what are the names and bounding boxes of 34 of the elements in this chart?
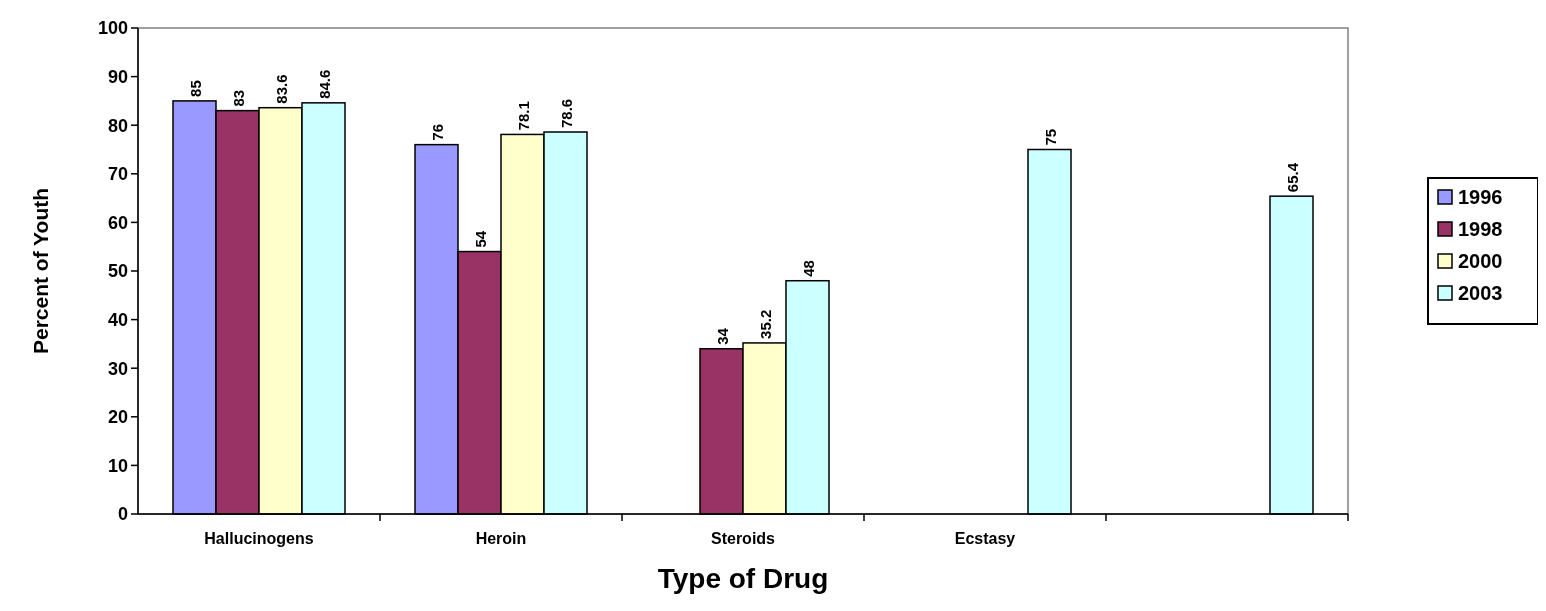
- data-label: 34: [713, 327, 731, 345]
- data-label: 76: [428, 123, 446, 141]
- y-tick-label: 90: [107, 66, 128, 87]
- x-tick-label: Steroids: [710, 530, 776, 547]
- legend-label: 1998: [1458, 218, 1503, 240]
- y-tick-label: 0: [117, 504, 128, 525]
- data-label: 48: [799, 260, 817, 277]
- data-label: 83.6: [272, 74, 290, 104]
- legend-label: 2000: [1458, 250, 1503, 272]
- data-label: 35.2: [756, 309, 774, 339]
- data-label: 78.1: [514, 101, 532, 131]
- data-label: 84.6: [315, 69, 333, 99]
- y-tick-label: 20: [107, 407, 128, 428]
- legend-label: 1996: [1458, 186, 1503, 208]
- x-tick-label: Hallucinogens: [204, 530, 314, 547]
- x-axis-title: Type of Drug: [657, 563, 829, 594]
- legend-label: 2003: [1458, 282, 1503, 304]
- data-label: 83: [229, 89, 247, 107]
- y-tick-label: 40: [107, 309, 128, 330]
- y-tick-label: 30: [107, 358, 128, 379]
- y-axis-title: Percent of Youth: [29, 187, 52, 355]
- y-tick-label: 10: [107, 455, 128, 476]
- y-tick-label: 60: [107, 212, 128, 233]
- y-tick-label: 100: [97, 18, 128, 39]
- data-label: 85: [186, 80, 204, 97]
- data-label: 65.4: [1283, 162, 1301, 193]
- y-tick-label: 50: [107, 261, 128, 282]
- data-label: 54: [471, 230, 489, 248]
- y-tick-label: 70: [107, 164, 128, 185]
- data-label: 78.6: [557, 98, 575, 128]
- x-tick-label: Ecstasy: [954, 530, 1016, 547]
- y-tick-label: 80: [107, 115, 128, 136]
- data-label: 75: [1041, 128, 1059, 146]
- x-tick-label: Heroin: [475, 530, 527, 547]
